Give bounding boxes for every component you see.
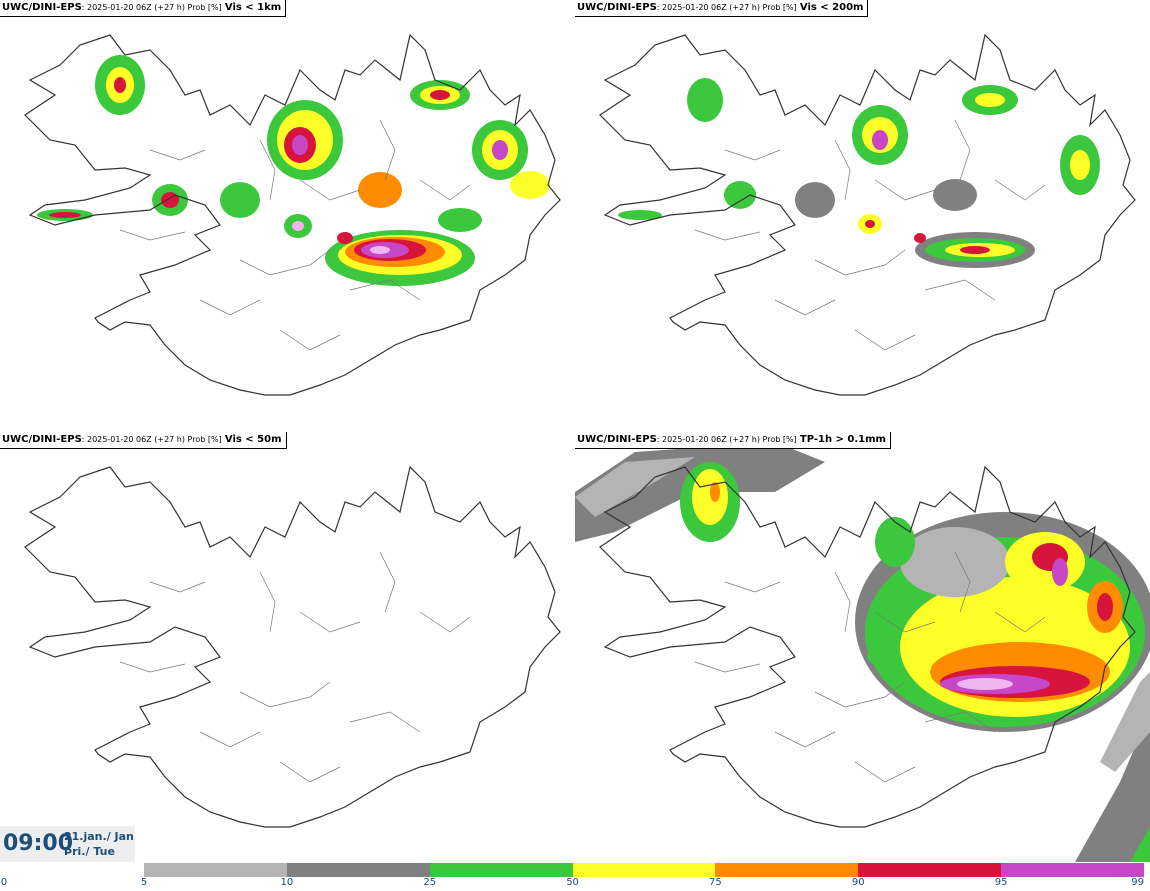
colorbar-segment [858,863,1002,877]
title-source: UWC/DINI-EPS [2,2,82,13]
title-variable: Vis < 50m [224,434,282,445]
colorbar-segment [286,863,430,877]
iceland-map [599,34,1136,396]
panel-title: UWC/DINI-EPS: 2025-01-20 06Z (+27 h) Pro… [575,0,869,17]
iceland-map [24,466,561,828]
map-panel-vis-200m: UWC/DINI-EPS: 2025-01-20 06Z (+27 h) Pro… [575,0,1150,430]
title-meta: : 2025-01-20 06Z (+27 h) Prob [%] [656,435,797,444]
valid-time-box: 09:00 21.jan./ Jan Þri./ Tue [0,826,135,862]
probability-overlay [37,55,550,286]
valid-date: 21.jan./ Jan Þri./ Tue [64,829,134,859]
valid-time: 09:00 [3,831,74,856]
colorbar-tick-label: 95 [994,877,1008,888]
title-source: UWC/DINI-EPS [2,434,82,445]
probability-overlay [618,78,1100,268]
colorbar-tick-label: 5 [140,877,148,888]
title-source: UWC/DINI-EPS [577,2,657,13]
colorbar-segment [429,863,573,877]
title-source: UWC/DINI-EPS [577,434,657,445]
colorbar-tick-label: 90 [851,877,865,888]
probability-overlay [575,442,1150,862]
colorbar-tick-label: 99 [1131,877,1144,888]
colorbar-segment [1001,863,1144,877]
title-variable: Vis < 200m [799,2,864,13]
valid-date-line2: Þri./ Tue [64,845,115,858]
title-variable: Vis < 1km [224,2,282,13]
iceland-map [24,34,561,396]
panel-title: UWC/DINI-EPS: 2025-01-20 06Z (+27 h) Pro… [575,432,891,449]
probability-colorbar: 0 5 10 25 50 75 90 95 99 [0,862,1150,891]
panel-title: UWC/DINI-EPS: 2025-01-20 06Z (+27 h) Pro… [0,432,287,449]
iceland-map [575,442,1150,862]
colorbar-tick-label: 10 [280,877,294,888]
colorbar-segment [572,863,716,877]
colorbar-tick-label: 75 [709,877,722,888]
colorbar-tick-label: 0 [0,877,8,888]
colorbar-tick-label: 50 [566,877,579,888]
title-variable: TP-1h > 0.1mm [799,434,886,445]
map-panel-vis-50m: UWC/DINI-EPS: 2025-01-20 06Z (+27 h) Pro… [0,432,575,862]
colorbar-segment [144,863,287,877]
map-panel-vis-1km: UWC/DINI-EPS: 2025-01-20 06Z (+27 h) Pro… [0,0,575,430]
title-meta: : 2025-01-20 06Z (+27 h) Prob [%] [656,3,797,12]
colorbar-tick-label: 25 [423,877,437,888]
title-meta: : 2025-01-20 06Z (+27 h) Prob [%] [81,435,222,444]
title-meta: : 2025-01-20 06Z (+27 h) Prob [%] [81,3,222,12]
valid-date-line1: 21.jan./ Jan [64,830,134,843]
panel-title: UWC/DINI-EPS: 2025-01-20 06Z (+27 h) Pro… [0,0,287,17]
colorbar-segment [715,863,859,877]
map-panel-precip: UWC/DINI-EPS: 2025-01-20 06Z (+27 h) Pro… [575,432,1150,862]
